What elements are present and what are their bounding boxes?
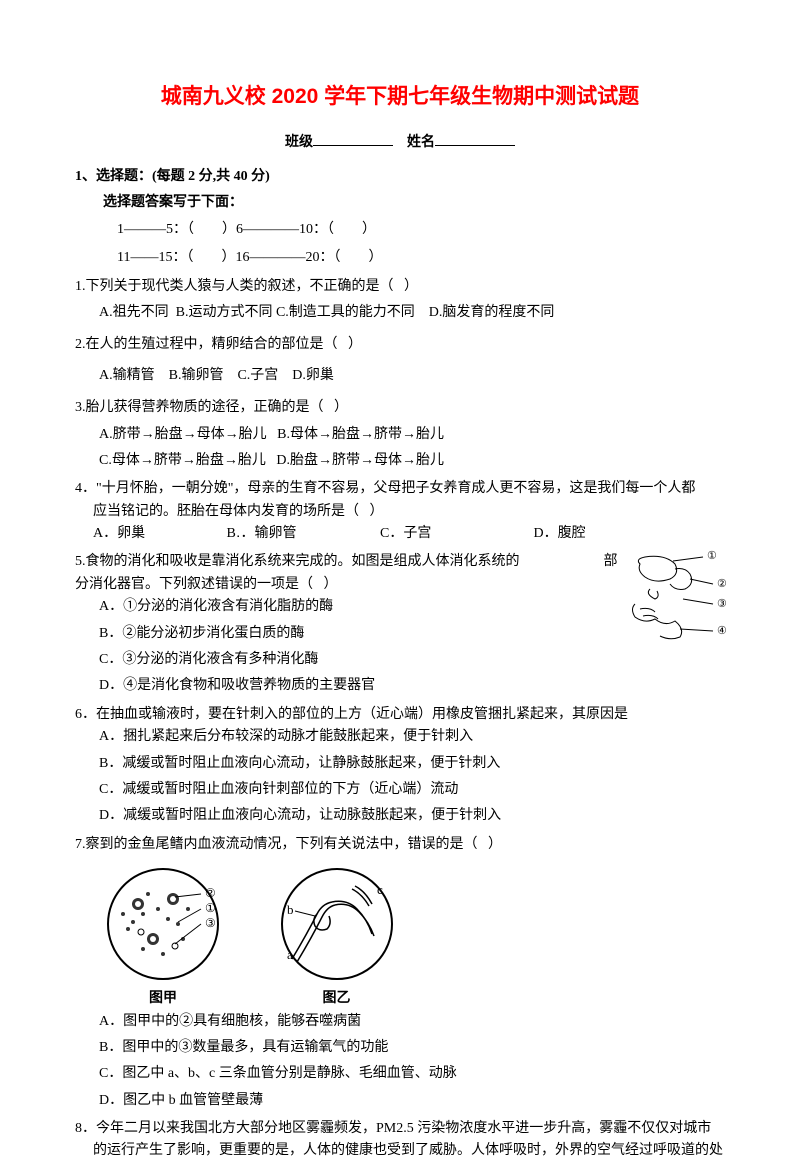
question-8: 8．今年二月以来我国北方大部分地区雾霾频发，PM2.5 污染物浓度水平进一步升高…: [75, 1118, 725, 1163]
question-1: 1.下列关于现代类人猿与人类的叙述，不正确的是（ ） A.祖先不同 B.运动方式…: [75, 276, 725, 325]
q7-label-yi: 图乙: [267, 988, 407, 1010]
question-4: 4．"十月怀胎，一朝分娩"，母亲的生育不容易，父母把子女养育成人更不容易，这是我…: [75, 478, 725, 545]
q7-opt-c: C．图乙中 a、b、c 三条血管分别是静脉、毛细血管、动脉: [99, 1063, 725, 1085]
q4-opt-c: C．子宫: [380, 523, 530, 545]
q7-images: ② ① ③ a b c: [93, 864, 725, 984]
question-7: 7.察到的金鱼尾鳍内血液流动情况，下列有关说法中，错误的是（ ） ② ① ③: [75, 834, 725, 1112]
q7-yi-label-b: b: [287, 902, 294, 917]
q7-jia-label-2: ②: [205, 886, 216, 900]
q4-opt-d: D．腹腔: [534, 523, 586, 545]
q5-label-3: ③: [717, 598, 727, 610]
q5-label-4: ④: [717, 625, 727, 637]
q7-jia-label-1: ①: [205, 901, 216, 915]
image-yi: a b c: [257, 864, 417, 984]
class-blank[interactable]: [313, 132, 393, 146]
q4-opt-b: B․．输卵管: [227, 523, 377, 545]
q4-text-1: 4．"十月怀胎，一朝分娩"，母亲的生育不容易，父母把子女养育成人更不容易，这是我…: [75, 478, 725, 500]
section1-header: 1、选择题：(每题 2 分,共 40 分): [75, 166, 725, 188]
q4-opt-a: A．卵巢: [93, 523, 223, 545]
q5-label-1: ①: [707, 550, 717, 562]
q7-opt-b: B．图甲中的③数量最多，具有运输氧气的功能: [99, 1037, 725, 1059]
name-label: 姓名: [407, 135, 435, 150]
q7-opt-d: D．图乙中 b 血管管壁最薄: [99, 1090, 725, 1112]
student-info-line: 班级 姓名: [75, 132, 725, 154]
q6-text: 6．在抽血或输液时，要在针刺入的部位的上方（近心端）用橡皮管捆扎紧起来，其原因是: [75, 704, 725, 726]
q4-text-2: 应当铭记的。胚胎在母体内发育的场所是（ ）: [93, 501, 725, 523]
question-2: 2.在人的生殖过程中，精卵结合的部位是（ ） A.输精管 B.输卵管 C.子宫 …: [75, 334, 725, 387]
q3-options-2: C.母体→脐带→胎盘→胎儿 D.胎盘→脐带→母体→胎儿: [99, 450, 725, 472]
q8-text-1: 8．今年二月以来我国北方大部分地区雾霾频发，PM2.5 污染物浓度水平进一步升高…: [75, 1118, 725, 1140]
q6-opt-a: A．捆扎紧起来后分布较深的动脉才能鼓胀起来，便于针刺入: [99, 726, 725, 748]
q7-image-labels: 图甲 图乙: [93, 988, 725, 1010]
image-jia: ② ① ③: [93, 864, 233, 984]
q7-label-jia: 图甲: [93, 988, 233, 1010]
q5-label-2: ②: [717, 578, 727, 590]
q4-options: A．卵巢 B․．输卵管 C．子宫 D．腹腔: [93, 523, 725, 545]
question-5: 5.食物的消化和吸收是靠消化系统来完成的。如图是组成人体消化系统的 部 分消化器…: [75, 551, 725, 697]
q7-yi-label-a: a: [287, 947, 293, 962]
q2-options: A.输精管 B.输卵管 C.子宫 D.卵巢: [99, 365, 725, 387]
q6-opt-d: D．减缓或暂时阻止血液向心流动，让动脉鼓胀起来，便于针刺入: [99, 805, 725, 827]
question-3: 3.胎儿获得营养物质的途径，正确的是（ ） A.脐带→胎盘→母体→胎儿 B.母体…: [75, 397, 725, 472]
q7-jia-label-3: ③: [205, 916, 216, 930]
question-6: 6．在抽血或输液时，要在针刺入的部位的上方（近心端）用橡皮管捆扎紧起来，其原因是…: [75, 704, 725, 828]
exam-title: 城南九义校 2020 学年下期七年级生物期中测试试题: [75, 80, 725, 114]
q6-opt-c: C．减缓或暂时阻止血液向针刺部位的下方（近心端）流动: [99, 779, 725, 801]
q5-opt-d: D．④是消化食物和吸收营养物质的主要器官: [99, 675, 725, 697]
q1-options: A.祖先不同 B.运动方式不同 C.制造工具的能力不同 D.脑发育的程度不同: [99, 302, 725, 324]
q7-opt-a: A．图甲中的②具有细胞核，能够吞噬病菌: [99, 1011, 725, 1033]
answer-row-1: 1———5：（ ）6————10：（ ）: [117, 219, 725, 241]
class-label: 班级: [285, 135, 313, 150]
name-blank[interactable]: [435, 132, 515, 146]
q3-options-1: A.脐带→胎盘→母体→胎儿 B.母体→胎盘→脐带→胎儿: [99, 424, 725, 446]
digestive-system-diagram: ① ② ③ ④: [605, 549, 745, 657]
q2-text: 2.在人的生殖过程中，精卵结合的部位是（ ）: [75, 334, 725, 356]
q7-text: 7.察到的金鱼尾鳍内血液流动情况，下列有关说法中，错误的是（ ）: [75, 834, 725, 856]
answer-instruction: 选择题答案写于下面：: [103, 192, 725, 214]
q3-text: 3.胎儿获得营养物质的途径，正确的是（ ）: [75, 397, 725, 419]
q1-text: 1.下列关于现代类人猿与人类的叙述，不正确的是（ ）: [75, 276, 725, 298]
q6-opt-b: B．减缓或暂时阻止血液向心流动，让静脉鼓胀起来，便于针刺入: [99, 753, 725, 775]
answer-row-2: 11——15：（ ）16————20：（ ）: [117, 247, 725, 269]
q7-yi-label-c: c: [377, 882, 383, 897]
q8-text-2: 的运行产生了影响，更重要的是，人体的健康也受到了威胁。人体呼吸时，外界的空气经过…: [93, 1140, 725, 1162]
